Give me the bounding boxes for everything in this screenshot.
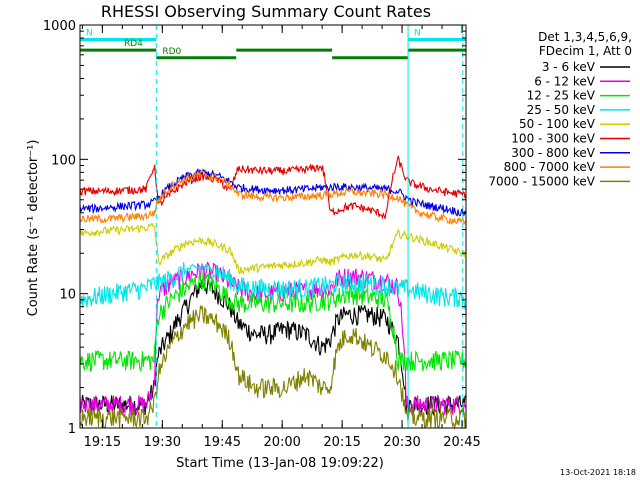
series-line-7 <box>79 170 467 226</box>
x-tick-label-3: 20:00 <box>263 435 300 450</box>
x-tick-label-0: 19:15 <box>84 435 121 450</box>
state-label-6: RD4 <box>124 39 143 49</box>
series-layer <box>79 155 467 430</box>
series-line-5 <box>79 155 467 220</box>
legend-label-4: 50 - 100 keV <box>519 117 596 131</box>
chart-title: RHESSI Observing Summary Count Rates <box>101 2 431 21</box>
state-label-0: N <box>86 28 93 38</box>
x-axis-label: Start Time (13-Jan-08 19:09:22) <box>176 456 384 471</box>
y-tick-label-3: 1000 <box>43 19 76 34</box>
generated-timestamp: 13-Oct-2021 18:18 <box>560 468 636 477</box>
x-tick-label-6: 20:45 <box>443 435 480 450</box>
legend-label-0: 3 - 6 keV <box>542 60 596 74</box>
series-line-6 <box>79 167 467 217</box>
legend-label-3: 25 - 50 keV <box>527 103 596 117</box>
y-tick-label-2: 100 <box>51 153 76 168</box>
y-tick-label-0: 1 <box>68 422 76 437</box>
series-line-8 <box>79 304 467 430</box>
y-tick-label-1: 10 <box>59 288 76 303</box>
legend: Det 1,3,4,5,6,9,FDecim 1, Att 0 3 - 6 keV… <box>488 30 632 188</box>
state-label-2: RD0 <box>162 47 181 57</box>
state-label-1: N <box>414 28 421 38</box>
series-line-4 <box>79 223 467 276</box>
x-tick-label-1: 19:30 <box>144 435 181 450</box>
marker-layer: N N RD0 RD4 <box>80 25 466 428</box>
legend-label-5: 100 - 300 keV <box>511 132 595 146</box>
legend-label-2: 12 - 25 keV <box>527 89 596 103</box>
legend-label-6: 300 - 800 keV <box>511 146 595 160</box>
plot-frame <box>79 24 467 429</box>
y-axis-label: Count Rate (s⁻¹ detector⁻¹) <box>26 140 41 317</box>
legend-label-8: 7000 - 15000 keV <box>488 174 595 188</box>
x-tick-label-5: 20:30 <box>383 435 420 450</box>
series-line-3 <box>79 262 467 311</box>
axes-layer: 1 10 100 1000 19:15 19:30 19:45 20:00 20:15 20:30… <box>43 19 481 450</box>
x-tick-label-4: 20:15 <box>323 435 360 450</box>
legend-label-1: 6 - 12 keV <box>534 74 596 88</box>
series-line-1 <box>79 261 467 416</box>
x-tick-label-2: 19:45 <box>204 435 241 450</box>
series-line-2 <box>79 270 467 373</box>
legend-label-7: 800 - 7000 keV <box>504 160 596 174</box>
legend-header-0: Det 1,3,4,5,6,9, <box>538 30 632 44</box>
legend-header-1: FDecim 1, Att 0 <box>539 44 632 58</box>
